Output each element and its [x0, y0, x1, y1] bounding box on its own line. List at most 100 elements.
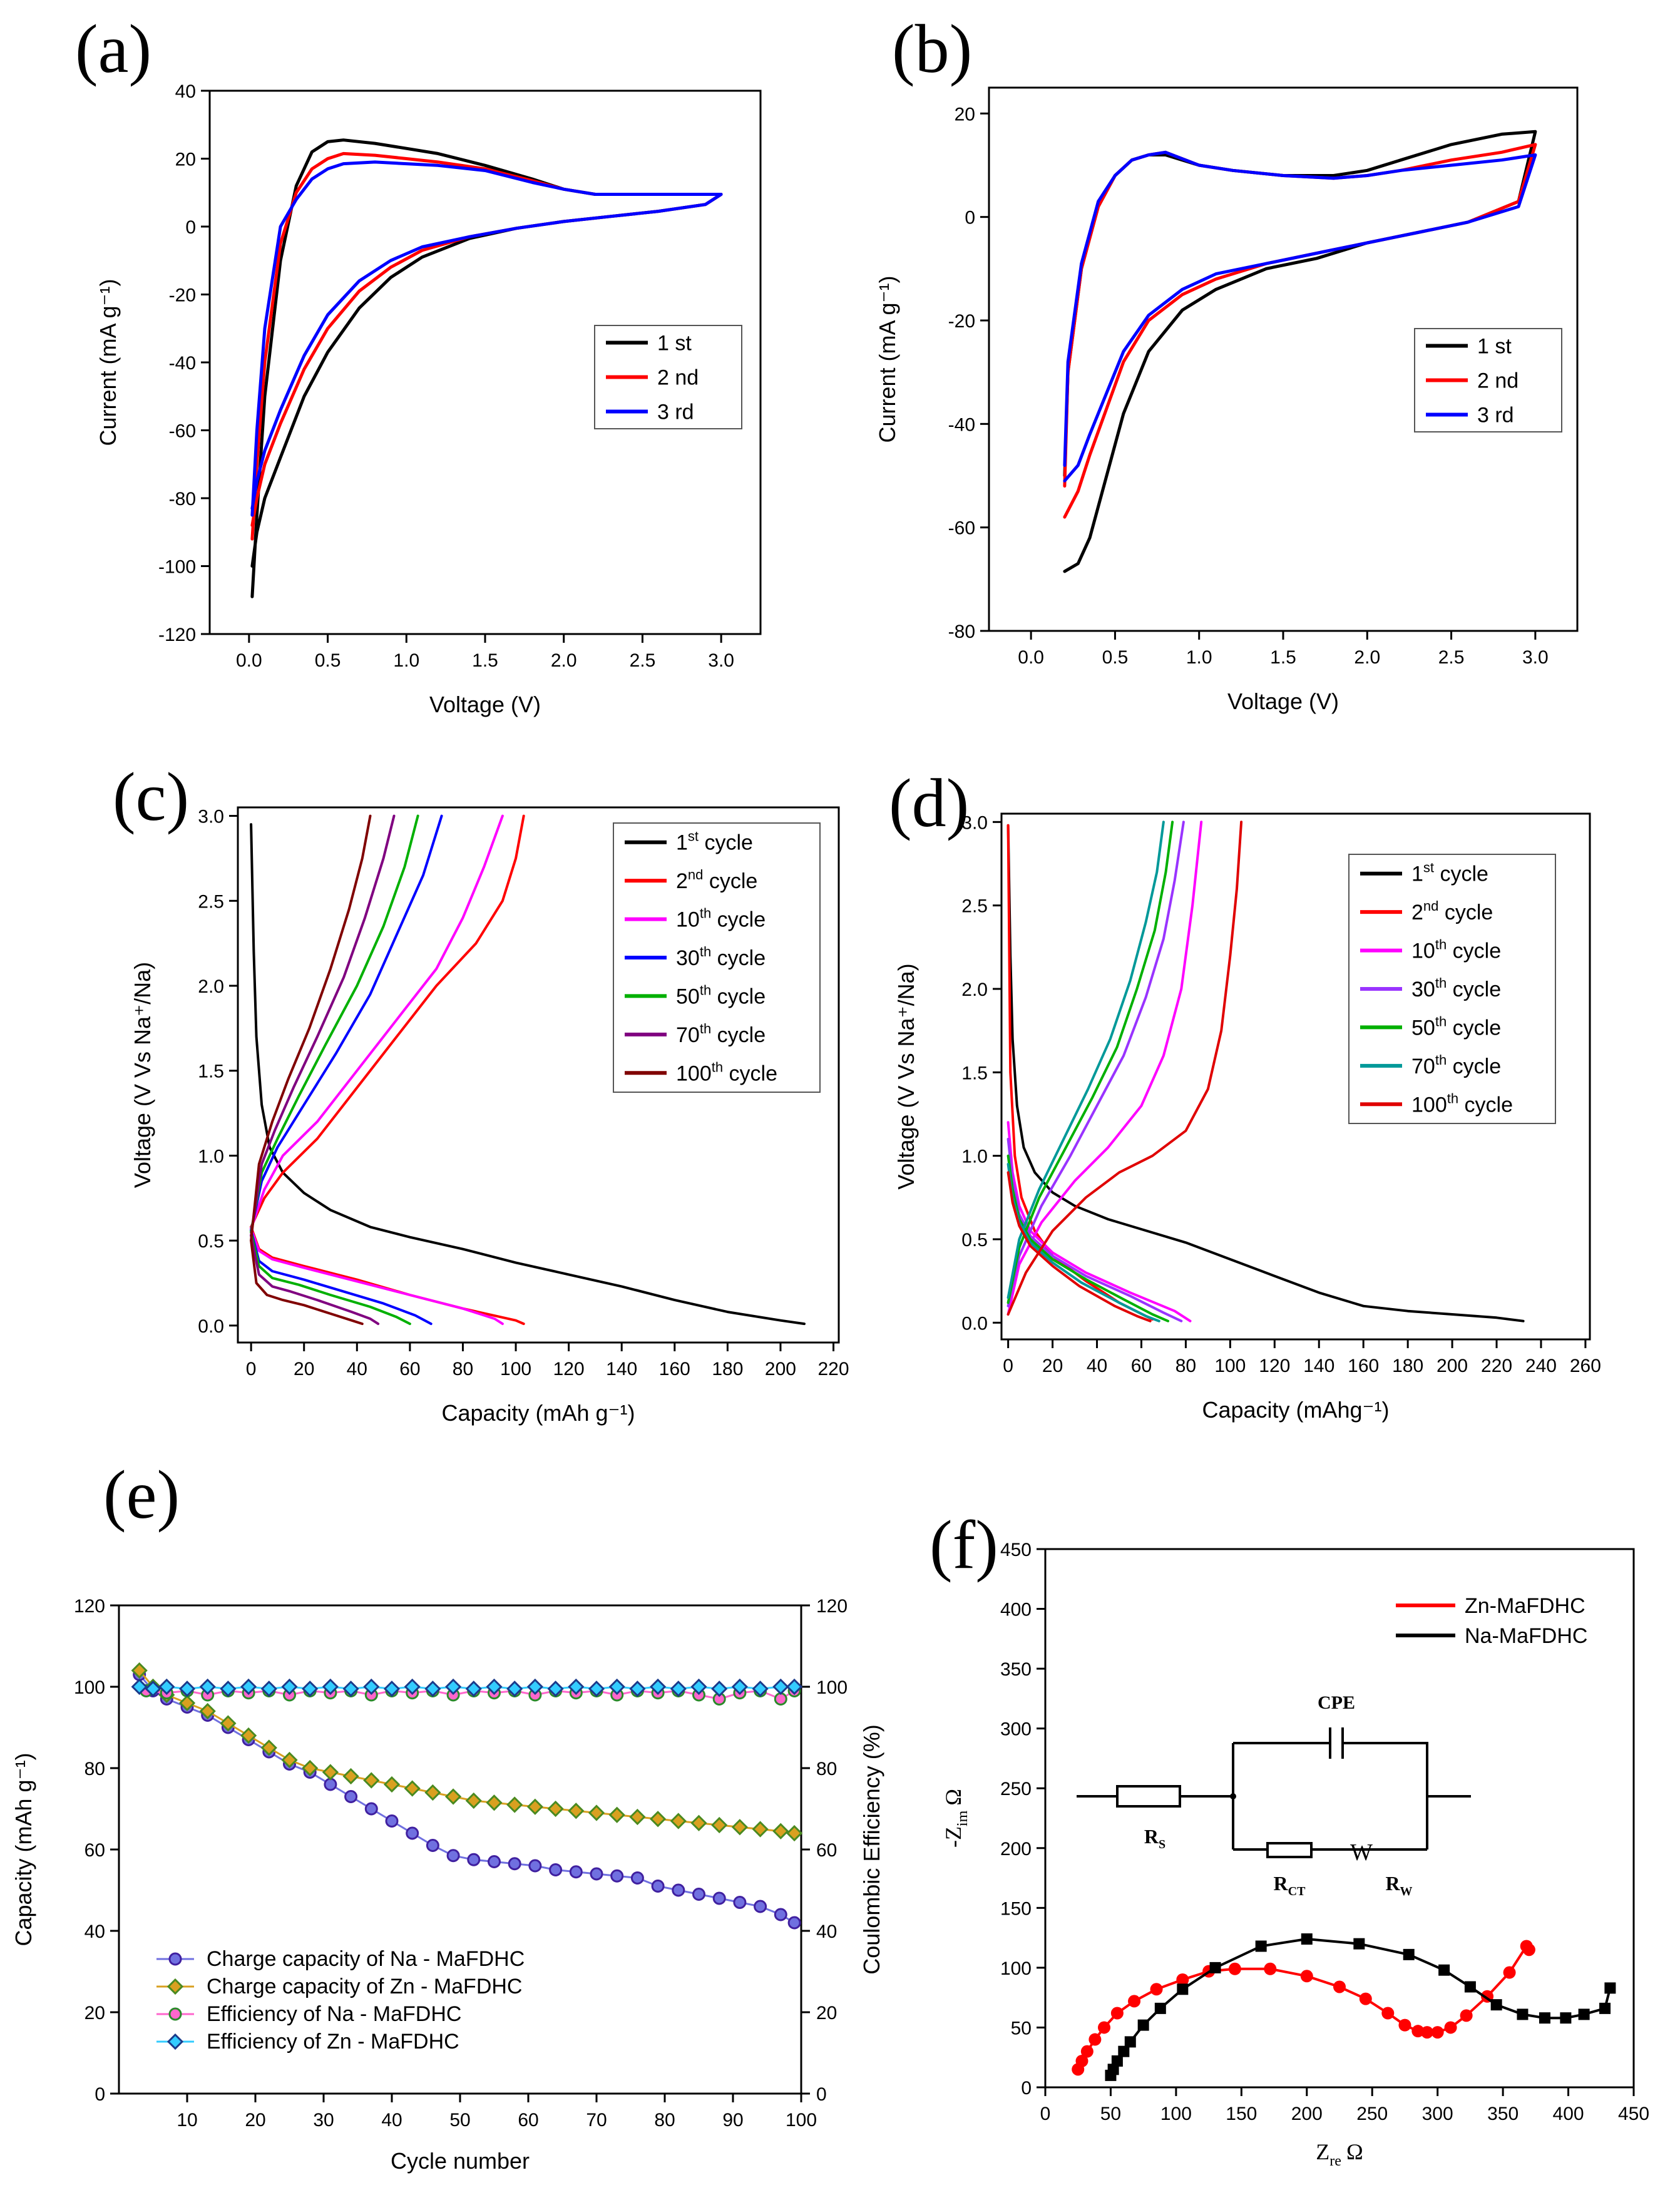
cv-curve-b-3 [1063, 150, 1537, 483]
x-tick-label: 0 [1003, 1356, 1013, 1376]
data-point-e-1 [446, 1849, 460, 1863]
data-point-e-2 [131, 1662, 148, 1679]
nyquist-point-na [1301, 1933, 1313, 1945]
x-tick-label: 0 [246, 1359, 257, 1379]
data-point-e-4 [752, 1681, 769, 1697]
x-tick-label: 120 [1259, 1356, 1290, 1376]
nyquist-point-zn [1228, 1962, 1241, 1975]
nyquist-point-zn [1460, 2009, 1473, 2022]
x-axis-label: Voltage (V) [429, 692, 541, 717]
data-point-e-4 [608, 1678, 625, 1696]
legend-label-sup: th [1435, 937, 1447, 953]
legend-label-rest: cycle [1434, 862, 1488, 886]
charge-curve-c-5 [250, 814, 419, 1234]
legend-label-num: 50 [676, 985, 700, 1008]
data-point-e-1 [406, 1826, 419, 1840]
legend-label: 2nd cycle [1411, 898, 1493, 924]
plot-frame-d [1000, 812, 1591, 1341]
legend-label-num: 100 [1411, 1093, 1447, 1117]
x-tick-label: 180 [1392, 1356, 1423, 1376]
series-line-e-1 [138, 1674, 796, 1924]
legend-label: 10th cycle [676, 906, 766, 932]
y-tick-label: 0 [1021, 2078, 1032, 2099]
nyquist-point-zn [1522, 1943, 1535, 1957]
discharge-curve-d-4 [1006, 1138, 1183, 1322]
x-axis-label: Capacity (mAh g⁻¹) [441, 1400, 635, 1426]
data-point-e-2 [424, 1784, 441, 1801]
x-tick-label: 0.0 [1018, 647, 1044, 668]
rct-label: RCT [1274, 1872, 1306, 1898]
nyquist-point-na [1255, 1940, 1267, 1952]
nyquist-point-na [1599, 2002, 1611, 2014]
data-point-e-1 [385, 1814, 399, 1828]
data-point-e-2 [404, 1780, 421, 1797]
nyquist-point-zn [1444, 2021, 1457, 2034]
data-point-e-4 [690, 1678, 707, 1696]
x-tick-label: 140 [1303, 1356, 1334, 1376]
data-point-e-1 [630, 1871, 644, 1885]
panel-label-f: (f) [930, 1507, 998, 1583]
legend-label-rest: cycle [723, 1062, 777, 1085]
data-point-e-1 [754, 1900, 767, 1913]
x-tick-label: 2.0 [551, 650, 577, 671]
rs-label-main: R [1144, 1825, 1159, 1848]
y-tick-label: 3.0 [961, 812, 988, 833]
legend-marker [166, 1978, 184, 1995]
x-tick-label: 180 [712, 1359, 743, 1379]
x-tick-label: 40 [347, 1359, 367, 1379]
y-right-tick-label: 0 [816, 2084, 827, 2105]
legend-label: 100th cycle [676, 1059, 777, 1085]
legend-label-sup: th [700, 1021, 711, 1036]
legend-label: 50th cycle [1411, 1013, 1501, 1040]
warburg-label: W [1350, 1839, 1373, 1866]
data-point-e-2 [588, 1804, 605, 1821]
legend-label: 10th cycle [1411, 937, 1501, 963]
legend-label-sup: st [1423, 860, 1434, 876]
data-point-e-1 [488, 1855, 501, 1868]
discharge-curve-d-1 [1006, 824, 1525, 1322]
data-point-e-1 [590, 1867, 603, 1881]
x-tick-label: 260 [1570, 1356, 1601, 1376]
legend-label: 1 st [657, 332, 692, 356]
x-tick-label: 2.0 [1354, 647, 1380, 668]
series-line-e-4 [138, 1686, 796, 1690]
charge-curve-c-3 [250, 814, 504, 1230]
nyquist-point-zn [1110, 2007, 1124, 2020]
y-tick-label: -120 [158, 625, 196, 645]
data-point-e-4 [178, 1681, 196, 1697]
data-point-e-2 [670, 1813, 687, 1829]
y-tick-label: -60 [169, 421, 196, 442]
data-point-e-2 [383, 1776, 401, 1793]
legend-label-rest: cycle [703, 869, 757, 893]
data-point-e-4 [131, 1678, 148, 1696]
y-tick-label: 250 [1000, 1779, 1032, 1799]
nyquist-point-na [1137, 2019, 1149, 2031]
x-tick-label: 2.5 [630, 650, 656, 671]
data-point-e-2 [772, 1823, 789, 1839]
discharge-curve-d-6 [1006, 1163, 1160, 1322]
legend-label: Charge capacity of Zn - MaFDHC [207, 1975, 523, 1998]
charge-curve-c-4 [250, 814, 443, 1232]
y-axis-label-main: -Z [941, 1826, 966, 1848]
y-tick-label: 20 [175, 150, 196, 170]
legend-label-num: 30 [676, 946, 700, 970]
x-tick-label: 3.0 [708, 650, 734, 671]
nyquist-point-zn [1431, 2026, 1444, 2039]
legend-marker [168, 2007, 182, 2021]
y-tick-label: -80 [169, 489, 196, 509]
data-point-e-1 [651, 1880, 665, 1893]
y-tick-label: 20 [85, 2003, 105, 2023]
charge-curve-c-2 [250, 814, 525, 1229]
y-tick-label: 0 [95, 2084, 105, 2105]
x-axis-label: Capacity (mAhg⁻¹) [1202, 1397, 1389, 1423]
data-point-e-3 [774, 1692, 787, 1706]
discharge-curve-d-7 [1006, 1171, 1152, 1322]
legend-label: 1st cycle [676, 829, 753, 855]
data-point-e-1 [364, 1802, 378, 1816]
nyquist-point-na [1517, 2008, 1529, 2020]
x-tick-label: 0 [1040, 2104, 1051, 2124]
data-point-e-1 [774, 1908, 787, 1921]
legend-label-sup: nd [1423, 898, 1438, 914]
charge-curve-d-4 [1006, 821, 1185, 1307]
nyquist-point-na [1111, 2055, 1123, 2067]
